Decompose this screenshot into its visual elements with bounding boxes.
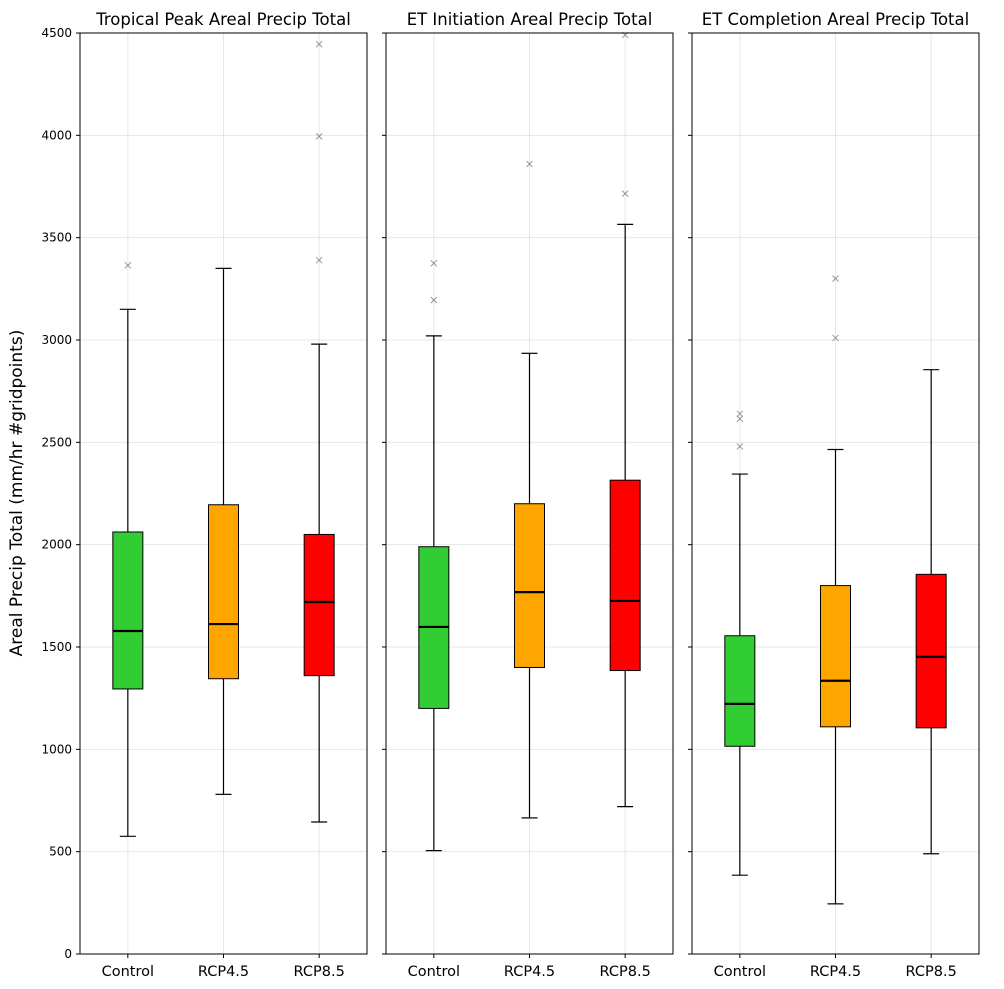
panel-2: Control RCP4.5 RCP8.5 ET Initiation Areal P… xyxy=(382,10,674,980)
iqr-box xyxy=(514,503,545,668)
outlier-marker xyxy=(832,334,839,342)
outlier-stroke xyxy=(315,133,323,140)
panel-title: ET Completion Areal Precip Total xyxy=(702,10,969,29)
outlier-marker xyxy=(736,415,744,423)
panel-title: Tropical Peak Areal Precip Total xyxy=(95,10,351,29)
y-tick-label: 2000 xyxy=(41,538,72,552)
x-tick-label: RCP8.5 xyxy=(906,964,957,980)
y-tick-label: 1000 xyxy=(41,742,72,756)
outlier-marker xyxy=(315,133,323,140)
outlier-stroke xyxy=(124,261,132,269)
outlier-marker xyxy=(315,256,323,264)
y-tick-label: 0 xyxy=(64,947,72,961)
outlier-stroke xyxy=(736,410,744,418)
outlier-marker xyxy=(124,261,132,269)
y-tick-label: 4500 xyxy=(41,26,72,40)
axes-frame xyxy=(79,32,368,955)
outlier-stroke xyxy=(832,275,839,282)
y-tick-label: 500 xyxy=(49,845,72,859)
outlier-stroke xyxy=(315,40,323,48)
x-tick-label: Control xyxy=(102,964,154,980)
outlier-stroke xyxy=(315,256,323,264)
outlier-stroke xyxy=(736,443,744,450)
outlier-stroke xyxy=(430,259,438,267)
outlier-stroke xyxy=(526,160,533,168)
x-tick-label: RCP4.5 xyxy=(198,964,249,980)
iqr-box xyxy=(915,573,947,729)
iqr-box xyxy=(303,533,335,677)
box-rcp4-5 xyxy=(514,160,545,819)
y-tick-label: 1500 xyxy=(41,640,72,654)
axes-frame xyxy=(691,32,980,955)
iqr-box xyxy=(112,531,144,690)
axes-frame xyxy=(385,32,674,955)
box-rcp8-5 xyxy=(609,31,641,808)
iqr-box xyxy=(208,504,239,680)
iqr-box xyxy=(724,635,756,747)
box-rcp8-5 xyxy=(915,369,947,855)
outlier-marker xyxy=(526,160,533,168)
x-tick-label: RCP4.5 xyxy=(504,964,555,980)
outlier-marker xyxy=(430,259,438,267)
y-tick-label: 2500 xyxy=(41,435,72,449)
box-rcp4-5 xyxy=(208,267,239,795)
outlier-stroke xyxy=(621,190,629,198)
box-rcp4-5 xyxy=(820,275,851,905)
outlier-stroke xyxy=(832,334,839,342)
iqr-box xyxy=(820,585,851,728)
x-tick-label: RCP4.5 xyxy=(810,964,861,980)
x-tick-label: Control xyxy=(408,964,460,980)
outlier-marker xyxy=(430,296,438,304)
y-tick-label: 3500 xyxy=(41,231,72,245)
y-tick-label: 3000 xyxy=(41,333,72,347)
box-control xyxy=(112,261,144,837)
x-tick-label: RCP8.5 xyxy=(600,964,651,980)
box-control xyxy=(724,410,756,876)
outlier-marker xyxy=(621,190,629,198)
box-control xyxy=(418,259,450,852)
outlier-marker xyxy=(315,40,323,48)
y-axis-label: Areal Precip Total (mm/hr #gridpoints) xyxy=(7,330,27,657)
y-tick-label: 4000 xyxy=(41,128,72,142)
panel-3: Control RCP4.5 RCP8.5 ET Completion Areal P… xyxy=(688,10,980,980)
outlier-stroke xyxy=(430,296,438,304)
panel-1: 0 500 1000 1500 2000 2500 3000 3500 4000 4500 Cont… xyxy=(41,10,368,980)
outlier-marker xyxy=(736,443,744,450)
panel-title: ET Initiation Areal Precip Total xyxy=(407,10,653,29)
box-rcp8-5 xyxy=(303,40,335,823)
outlier-marker xyxy=(832,275,839,282)
x-tick-label: RCP8.5 xyxy=(294,964,345,980)
iqr-box xyxy=(609,479,641,672)
outlier-stroke xyxy=(736,415,744,423)
outlier-marker xyxy=(736,410,744,418)
x-tick-label: Control xyxy=(714,964,766,980)
